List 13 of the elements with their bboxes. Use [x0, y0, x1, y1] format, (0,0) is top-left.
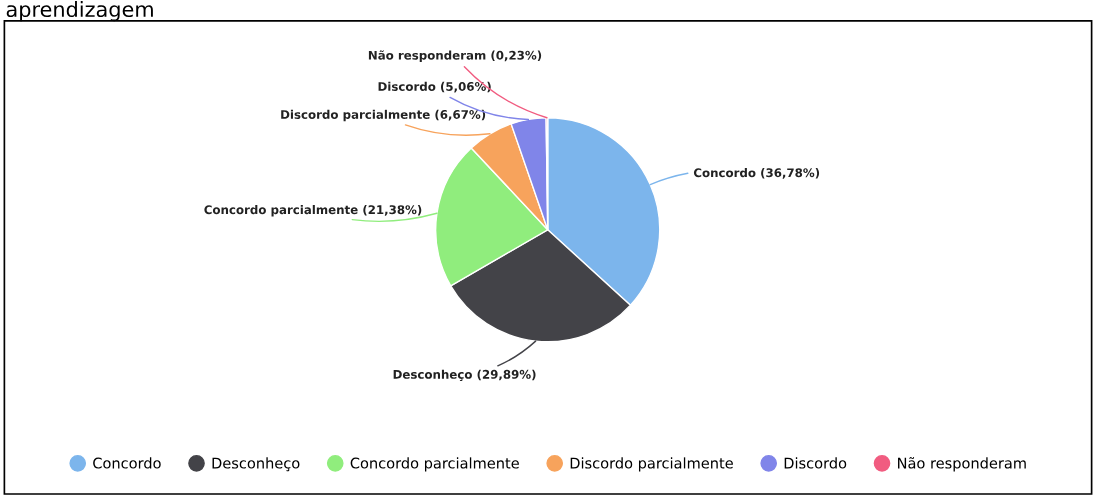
legend-label: Desconheço	[212, 457, 300, 472]
category-label: Concordo (36,78%)	[693, 168, 820, 179]
legend-label: Não responderam	[898, 457, 1026, 472]
legend-label: Concordo	[93, 457, 161, 469]
legend-label: Concordo parcialmente	[350, 457, 519, 472]
category-label: Discordo parcialmente (6,67%)	[281, 109, 486, 122]
legend-label: Discordo	[784, 457, 847, 469]
category-label: Discordo (5,06%)	[378, 81, 491, 93]
category-label: Desconheço (29,89%)	[393, 369, 536, 381]
category-label: Não responderam (0,23%)	[368, 50, 542, 62]
chart-title: aprendizagem	[6, 0, 153, 22]
legend-label: Discordo parcialmente	[570, 457, 733, 472]
category-label: Concordo parcialmente (21,38%)	[204, 205, 422, 217]
